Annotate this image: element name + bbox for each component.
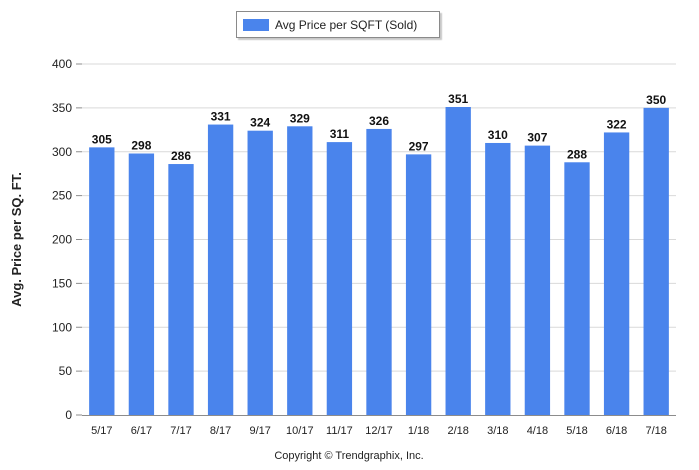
- x-tick-label: 10/17: [286, 425, 314, 437]
- x-tick-label: 5/18: [566, 425, 587, 437]
- bars: [89, 107, 669, 416]
- bar: [445, 107, 471, 415]
- legend: Avg Price per SQFT (Sold): [236, 11, 440, 38]
- bar: [207, 124, 234, 416]
- y-axis-ticks: 0 50 100 150 200 250 300 350 400: [52, 57, 82, 422]
- bar: [366, 128, 392, 415]
- x-tick-label: 9/17: [249, 425, 270, 437]
- x-tick-label: 11/17: [326, 425, 353, 437]
- legend-label: Avg Price per SQFT (Sold): [275, 17, 418, 32]
- data-label: 322: [607, 117, 627, 131]
- y-tick-label: 300: [52, 145, 72, 159]
- data-label: 324: [250, 116, 270, 130]
- bar: [128, 153, 155, 415]
- x-tick-label: 8/17: [210, 425, 231, 437]
- x-tick-label: 2/18: [447, 425, 468, 437]
- data-labels: 305 298 286 331 324 329 311 326 297 351 310 307 288 3…: [92, 92, 667, 163]
- x-tick-label: 7/18: [645, 425, 666, 437]
- data-label: 311: [330, 127, 350, 141]
- bar: [287, 126, 313, 416]
- legend-swatch: [243, 18, 269, 31]
- data-label: 288: [567, 147, 587, 161]
- bar: [326, 142, 353, 415]
- bar: [564, 162, 590, 415]
- data-label: 351: [448, 92, 468, 106]
- x-tick-label: 6/17: [131, 425, 152, 437]
- copyright-text: Copyright © Trendgraphix, Inc.: [274, 450, 423, 462]
- y-tick-label: 200: [52, 233, 72, 247]
- x-tick-label: 4/18: [527, 425, 548, 437]
- y-tick-label: 0: [65, 408, 72, 422]
- x-tick-label: 12/17: [365, 425, 393, 437]
- bar: [89, 147, 115, 416]
- y-axis-title: Avg. Price per SQ. FT.: [9, 172, 24, 307]
- data-label: 307: [527, 131, 547, 145]
- bar: [524, 145, 551, 416]
- data-label: 297: [409, 139, 429, 153]
- data-label: 350: [646, 93, 666, 107]
- y-tick-label: 250: [52, 189, 72, 203]
- data-label: 305: [92, 132, 112, 146]
- data-label: 331: [211, 110, 231, 124]
- y-tick-label: 50: [59, 364, 73, 378]
- data-label: 329: [290, 111, 310, 125]
- x-tick-label: 6/18: [606, 425, 627, 437]
- data-label: 298: [131, 139, 151, 153]
- bar: [485, 142, 511, 415]
- x-tick-label: 1/18: [408, 425, 429, 437]
- data-label: 286: [171, 149, 191, 163]
- y-tick-label: 100: [52, 320, 72, 334]
- bar: [168, 164, 194, 415]
- bar: [643, 107, 669, 416]
- bar: [405, 154, 432, 415]
- data-label: 326: [369, 114, 389, 128]
- data-label: 310: [488, 128, 508, 142]
- x-tick-label: 5/17: [91, 425, 112, 437]
- y-tick-label: 400: [52, 57, 72, 71]
- y-tick-label: 150: [52, 276, 72, 290]
- bar: [603, 132, 630, 415]
- x-tick-label: 7/17: [170, 425, 191, 437]
- x-axis-ticks: 5/17 6/17 7/17 8/17 9/17 10/17 11/17 12/17 1/18 2…: [91, 425, 667, 437]
- x-tick-label: 3/18: [487, 425, 508, 437]
- y-tick-label: 350: [52, 101, 72, 115]
- bar: [247, 130, 273, 415]
